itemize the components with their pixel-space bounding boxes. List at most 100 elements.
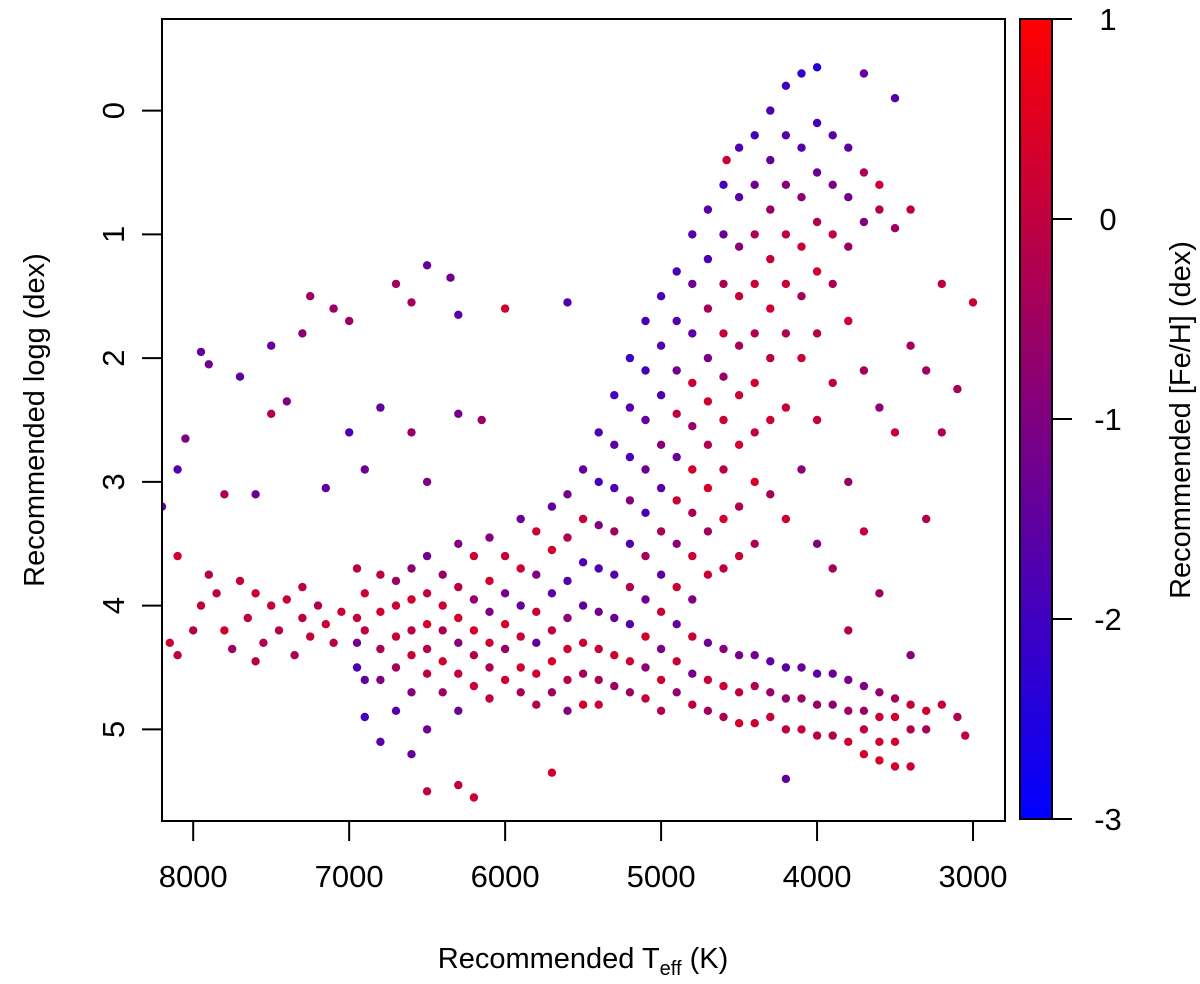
data-point [204,570,213,579]
data-point [173,465,182,474]
data-point [306,632,315,641]
data-point [812,700,822,709]
data-point [828,279,837,289]
data-point [797,465,806,474]
data-point [656,570,666,579]
data-point [688,508,697,517]
data-point [532,638,541,647]
data-point [485,607,494,616]
data-point [688,465,697,474]
data-point [797,292,806,301]
data-point [610,613,619,623]
data-point [625,688,635,697]
data-point [422,669,432,678]
data-point [641,366,650,375]
data-point [781,774,791,784]
data-point [532,607,541,616]
data-point [906,341,915,350]
data-point [235,576,245,586]
data-point [844,477,853,487]
data-point [828,180,837,189]
data-point [220,626,229,635]
data-point [719,564,728,573]
data-point [625,657,635,666]
data-point [610,681,619,691]
data-point [594,644,603,654]
data-point [797,353,806,363]
data-point [766,254,775,264]
data-point [828,700,837,709]
data-point [734,341,744,350]
data-point [376,737,385,746]
data-point [469,793,479,802]
data-point [162,502,167,511]
data-point [360,589,369,598]
data-point [610,527,619,536]
data-point [875,737,884,746]
data-point [376,675,385,685]
data-point [547,688,557,697]
data-point [781,514,791,524]
data-point [688,700,697,709]
plot-frame [161,18,1006,822]
data-point [688,279,697,289]
data-point [532,669,541,678]
data-point [766,415,775,425]
colorbar-label: Recommended [Fe/H] (dex) [1165,241,1197,599]
data-point [352,613,362,623]
data-point [734,292,744,301]
data-point [345,428,354,437]
data-point [922,725,931,734]
data-point [352,638,362,647]
data-point [797,663,806,672]
data-point [516,688,525,697]
y-axis: 0 1 2 3 4 5 [96,102,162,738]
data-point [890,712,900,722]
data-point [906,725,915,734]
data-point [812,669,822,678]
data-point [547,768,557,777]
data-point [594,428,603,437]
data-point [734,143,744,152]
data-point [274,626,284,635]
data-point [781,180,791,189]
data-point [812,118,822,128]
data-point [937,700,946,709]
data-point [329,304,338,313]
data-point [797,725,806,734]
data-point [672,267,681,276]
data-point [376,644,385,654]
data-point [407,626,416,635]
data-point [220,490,229,499]
data-point [750,131,759,140]
data-point [781,329,791,338]
data-point [719,329,728,338]
data-point [563,490,572,499]
data-point [516,663,525,672]
data-point [454,669,463,678]
data-point [516,601,525,610]
data-point [641,508,650,517]
data-point [251,657,260,666]
data-point [703,675,713,685]
data-point [454,310,463,319]
data-point [906,651,915,660]
data-point [722,155,731,165]
data-point [422,477,432,487]
x-tick-label: 7000 [315,859,384,894]
data-point [547,502,557,511]
data-point [688,378,697,388]
data-point [438,570,447,579]
data-point [532,700,541,709]
data-point [672,316,681,326]
data-point [641,632,650,641]
data-point [352,564,362,573]
data-point [750,428,759,437]
data-point [352,663,362,672]
data-point [961,731,970,740]
data-point [719,372,728,381]
x-tick-label: 3000 [939,859,1008,894]
data-point [875,756,884,765]
colorbar-axis: 1 0 -1 -2 -3 [1052,2,1122,837]
data-point [734,193,744,202]
